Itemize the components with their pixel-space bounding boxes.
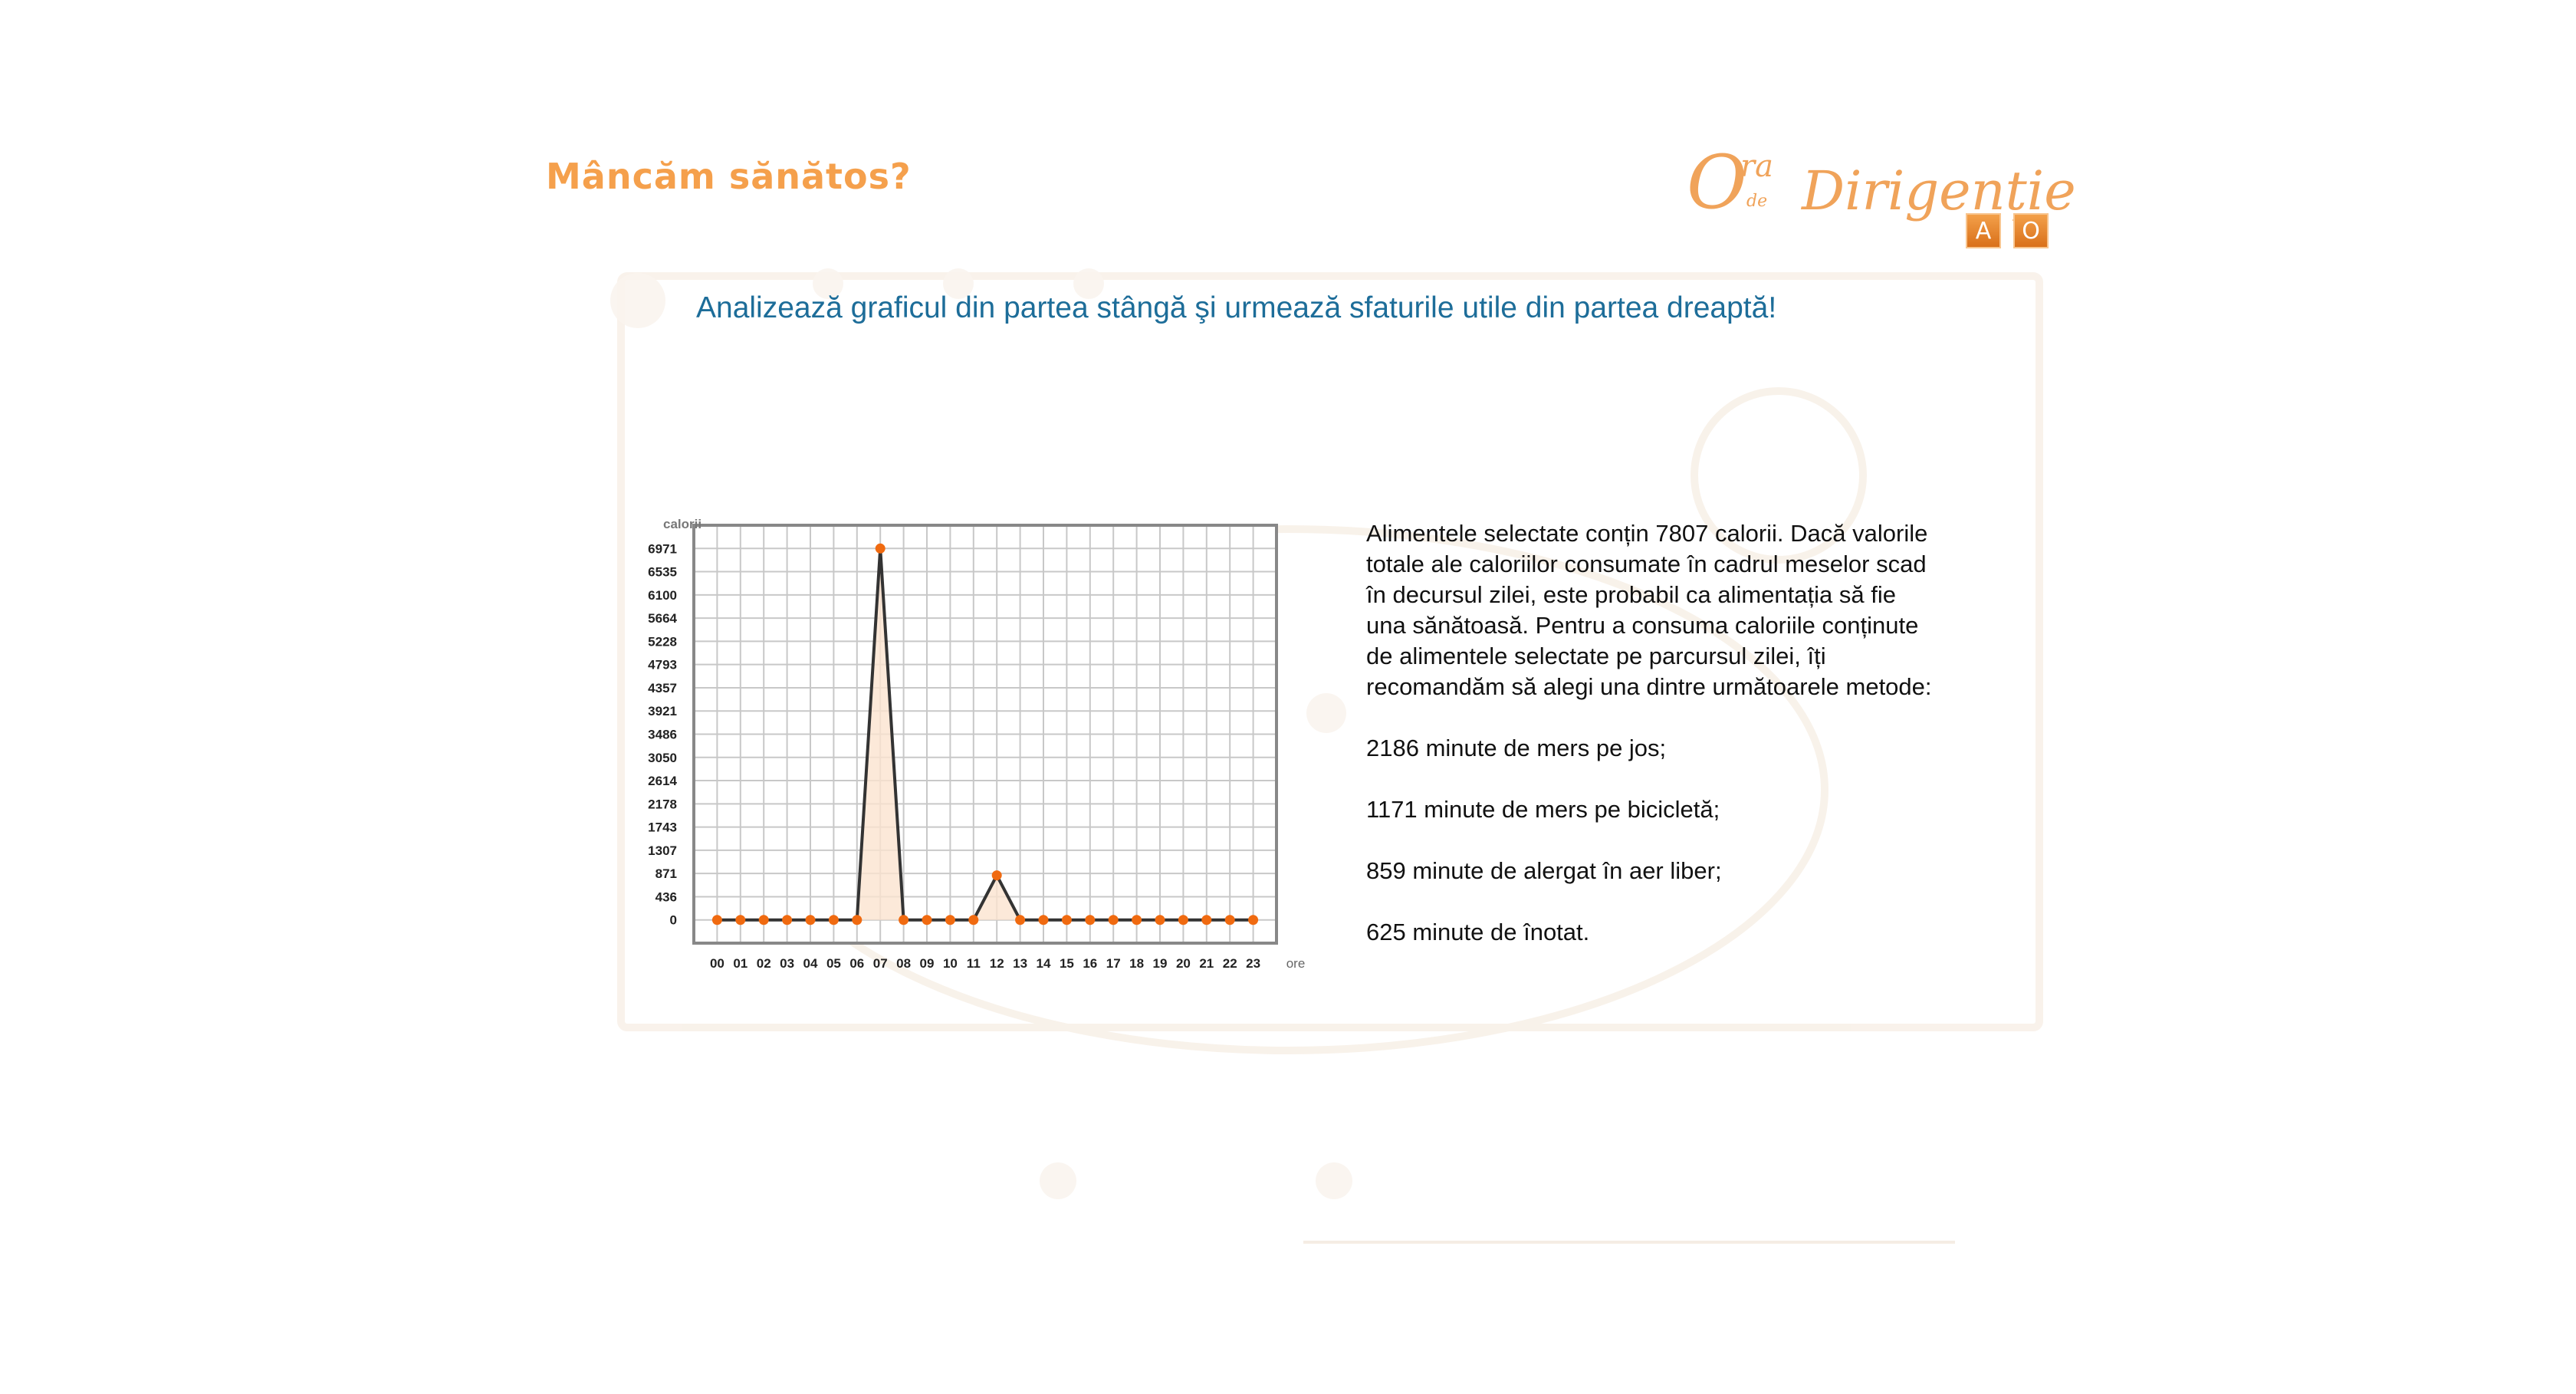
x-tick-label: 02 — [757, 956, 771, 971]
advice-method-walking: 2186 minute de mers pe jos; — [1366, 735, 1667, 761]
logo-badge-a: A — [1966, 213, 2001, 248]
data-point-16 — [1085, 915, 1096, 925]
data-point-17 — [1108, 915, 1119, 925]
logo-de: de — [1746, 192, 1768, 211]
page-title: Mâncăm sănătos? — [546, 156, 912, 197]
y-tick-label: 3486 — [648, 727, 677, 741]
data-point-18 — [1132, 915, 1142, 925]
y-tick-label: 2614 — [648, 774, 677, 788]
y-tick-label: 1307 — [648, 843, 677, 858]
data-point-15 — [1061, 915, 1072, 925]
x-tick-label: 10 — [943, 956, 958, 971]
y-tick-label: 436 — [656, 889, 677, 904]
advice-summary: Alimentele selectate conțin 7807 calorii… — [1366, 520, 1932, 700]
data-point-12 — [991, 870, 1002, 881]
advice-method-running: 859 minute de alergat în aer liber; — [1366, 857, 1722, 884]
y-tick-label: 3050 — [648, 751, 677, 765]
y-tick-label: 6535 — [648, 565, 677, 580]
advice-panel: Alimentele selectate conțin 7807 calorii… — [1366, 518, 1934, 948]
data-point-20 — [1178, 915, 1188, 925]
y-tick-label: 2178 — [648, 797, 677, 811]
data-point-14 — [1038, 915, 1049, 925]
data-point-03 — [782, 915, 793, 925]
data-point-05 — [828, 915, 839, 925]
x-tick-label: 17 — [1106, 956, 1121, 971]
y-tick-label: 4357 — [648, 681, 677, 695]
x-tick-label: 07 — [873, 956, 888, 971]
data-point-07 — [875, 543, 886, 554]
y-tick-label: 5664 — [648, 611, 677, 626]
x-tick-label: 22 — [1223, 956, 1237, 971]
x-tick-label: 13 — [1013, 956, 1027, 971]
x-tick-label: 01 — [733, 956, 748, 971]
data-point-23 — [1248, 915, 1259, 925]
x-tick-label: 05 — [826, 956, 841, 971]
x-tick-label: 08 — [896, 956, 911, 971]
advice-method-swimming: 625 minute de înotat. — [1366, 919, 1590, 945]
data-point-10 — [945, 915, 955, 925]
y-tick-label: 3921 — [648, 704, 677, 718]
x-tick-label: 03 — [780, 956, 794, 971]
x-tick-label: 23 — [1246, 956, 1260, 971]
data-point-01 — [735, 915, 746, 925]
data-point-09 — [922, 915, 932, 925]
instruction-text: Analizează graficul din partea stângă şi… — [696, 291, 1777, 324]
data-point-06 — [852, 915, 863, 925]
data-point-22 — [1224, 915, 1235, 925]
y-axis-label: calorii — [663, 517, 702, 531]
x-tick-label: 20 — [1176, 956, 1191, 971]
y-tick-label: 6971 — [648, 541, 677, 556]
logo-ra: ra — [1740, 149, 1773, 184]
x-tick-label: 06 — [849, 956, 864, 971]
data-point-13 — [1015, 915, 1026, 925]
data-point-00 — [711, 915, 722, 925]
y-tick-label: 871 — [656, 866, 677, 881]
data-point-04 — [805, 915, 816, 925]
x-axis-label: ore — [1286, 956, 1306, 971]
calorie-chart: 0436871130717432178261430503486392143574… — [648, 517, 1306, 971]
y-tick-label: 5228 — [648, 634, 677, 649]
x-tick-label: 15 — [1060, 956, 1074, 971]
x-tick-label: 04 — [803, 956, 818, 971]
y-tick-label: 0 — [670, 913, 677, 928]
y-tick-label: 1743 — [648, 820, 677, 835]
data-point-19 — [1155, 915, 1165, 925]
x-tick-label: 19 — [1153, 956, 1168, 971]
x-tick-label: 18 — [1129, 956, 1144, 971]
data-point-21 — [1201, 915, 1212, 925]
x-tick-label: 12 — [990, 956, 1004, 971]
chart-frame — [692, 524, 1278, 945]
advice-method-cycling: 1171 minute de mers pe bicicletă; — [1366, 796, 1720, 823]
y-tick-label: 6100 — [648, 588, 677, 603]
ora-de-dirigentie-logo: O ra de Dirigenție A O — [1687, 140, 2085, 261]
data-point-02 — [758, 915, 769, 925]
data-point-08 — [899, 915, 909, 925]
y-tick-label: 4793 — [648, 658, 677, 672]
logo-badge-o: O — [2013, 213, 2049, 248]
data-point-11 — [968, 915, 979, 925]
logo-dirigentie: Dirigenție — [1802, 159, 2076, 222]
logo-letter-o: O — [1687, 140, 1747, 225]
x-tick-label: 16 — [1083, 956, 1097, 971]
x-tick-label: 14 — [1037, 956, 1051, 971]
x-tick-label: 11 — [967, 956, 981, 971]
x-tick-label: 09 — [920, 956, 935, 971]
x-tick-label: 21 — [1199, 956, 1214, 971]
x-tick-label: 00 — [710, 956, 724, 971]
